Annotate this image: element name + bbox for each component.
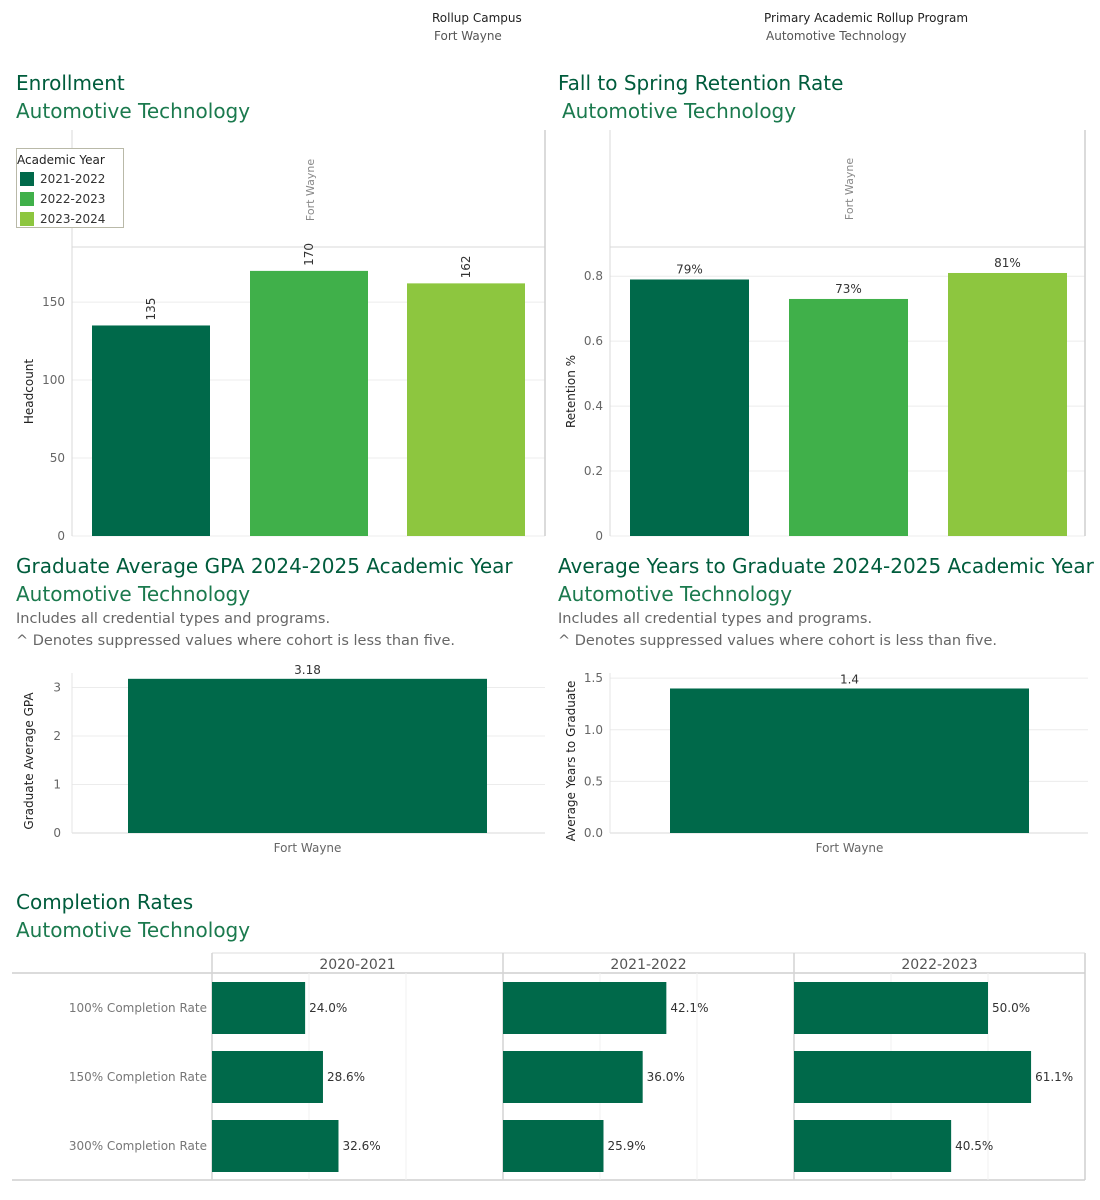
legend-title: Academic Year	[17, 153, 105, 167]
row-label: 100% Completion Rate	[69, 1001, 207, 1015]
x-tick-label: Fort Wayne	[274, 841, 342, 855]
retention-title: Fall to Spring Retention Rate	[558, 71, 844, 95]
y-tick-label: 1.0	[584, 723, 603, 737]
data-label: 32.6%	[342, 1139, 380, 1153]
y-tick-label: 0.5	[584, 774, 603, 788]
years-note-suppressed: ^ Denotes suppressed values where cohort…	[558, 633, 997, 649]
column-header: Fort Wayne	[843, 158, 856, 220]
data-label: 162	[459, 255, 473, 278]
gpa-title: Graduate Average GPA 2024-2025 Academic …	[16, 554, 513, 578]
row-label: 150% Completion Rate	[69, 1070, 207, 1084]
data-label: 40.5%	[955, 1139, 993, 1153]
data-label: 42.1%	[670, 1001, 708, 1015]
y-tick-label: 0.8	[584, 269, 603, 283]
bar-2021-2022-row1	[503, 1051, 643, 1103]
data-label: 73%	[835, 282, 862, 296]
gpa-note-credentials: Includes all credential types and progra…	[16, 611, 331, 627]
bar-Fort Wayne	[128, 678, 487, 833]
years-chart: 0.0 0.5 1.0 1.5 Average Years to Graduate 1.4…	[564, 671, 1088, 855]
data-label: 1.4	[840, 672, 859, 686]
bar-2023-2024	[948, 272, 1067, 536]
row-label: 300% Completion Rate	[69, 1139, 207, 1153]
data-label: 79%	[676, 262, 703, 276]
y-tick-label: 100	[42, 373, 65, 387]
years-title: Average Years to Graduate 2024-2025 Acad…	[558, 554, 1094, 578]
enrollment-title: Enrollment	[16, 71, 125, 95]
legend-item-label: 2023-2024	[40, 212, 106, 226]
legend-swatch	[20, 172, 34, 186]
data-label: 25.9%	[607, 1139, 645, 1153]
data-label: 170	[302, 243, 316, 266]
legend-item-2023-2024[interactable]: 2023-2024	[20, 211, 105, 227]
bar-2023-2024	[407, 283, 525, 536]
bar-2021-2022	[630, 279, 749, 536]
completion-chart: 2020-2021 24.0% 28.6% 32.6% 2021-2022 42.1% 36…	[12, 952, 1086, 1181]
y-tick-label: 1.5	[584, 671, 603, 685]
y-tick-label: 0	[57, 529, 65, 542]
data-label: 81%	[994, 256, 1021, 270]
enrollment-chart: 0 50 100 150 Fort Wayne Headcount 135 170 162	[22, 130, 546, 542]
campus-filter-label: Rollup Campus	[432, 11, 522, 25]
gpa-chart: 0 1 2 3 Graduate Average GPA 3.18 Fort Wayne	[22, 665, 545, 855]
bar-2020-2021-row1	[212, 1051, 323, 1103]
bar-2021-2022-row0	[503, 982, 667, 1034]
legend-swatch	[20, 192, 34, 206]
completion-title: Completion Rates	[16, 890, 194, 914]
retention-chart: 0 0.2 0.4 0.6 0.8 Fort Wayne Retention % 79% 73%…	[564, 130, 1086, 542]
y-tick-label: 1	[53, 778, 61, 792]
bar-2022-2023-row2	[794, 1120, 952, 1172]
bar-2022-2023	[789, 298, 908, 536]
y-tick-label: 0	[53, 826, 61, 840]
data-label: 50.0%	[992, 1001, 1030, 1015]
data-label: 28.6%	[327, 1070, 365, 1084]
panel-header: 2020-2021	[319, 957, 395, 973]
program-filter-value[interactable]: Automotive Technology	[766, 29, 907, 43]
data-label: 3.18	[294, 665, 321, 677]
academic-year-legend[interactable]: Academic Year 2021-2022 2022-2023 2023-2…	[16, 148, 124, 228]
y-tick-label: 3	[53, 681, 61, 695]
gpa-subtitle: Automotive Technology	[16, 582, 251, 606]
enrollment-subtitle: Automotive Technology	[16, 99, 251, 123]
legend-item-2021-2022[interactable]: 2021-2022	[20, 171, 105, 187]
bar-Fort Wayne	[670, 688, 1029, 833]
y-tick-label: 0.2	[584, 464, 603, 478]
retention-subtitle: Automotive Technology	[562, 99, 797, 123]
bar-2022-2023-row1	[794, 1051, 1032, 1103]
y-tick-label: 0	[595, 529, 603, 542]
campus-filter-value[interactable]: Fort Wayne	[434, 29, 502, 43]
legend-item-2022-2023[interactable]: 2022-2023	[20, 191, 105, 207]
bar-2022-2023	[250, 270, 368, 536]
panel-header: 2022-2023	[901, 957, 977, 973]
legend-swatch	[20, 212, 34, 226]
years-subtitle: Automotive Technology	[558, 582, 793, 606]
bar-2020-2021-row0	[212, 982, 306, 1034]
y-tick-label: 0.4	[584, 399, 603, 413]
y-tick-label: 50	[50, 451, 65, 465]
y-axis-label: Graduate Average GPA	[22, 692, 36, 830]
bar-2020-2021-row2	[212, 1120, 339, 1172]
legend-item-label: 2021-2022	[40, 172, 106, 186]
y-tick-label: 0.6	[584, 334, 603, 348]
bar-2021-2022	[92, 325, 210, 536]
y-tick-label: 150	[42, 295, 65, 309]
column-header: Fort Wayne	[304, 159, 317, 221]
y-axis-label: Retention %	[564, 355, 578, 428]
y-axis-label: Average Years to Graduate	[564, 681, 578, 842]
bar-2021-2022-row2	[503, 1120, 604, 1172]
legend-item-label: 2022-2023	[40, 192, 106, 206]
program-filter-label: Primary Academic Rollup Program	[764, 11, 969, 25]
y-tick-label: 0.0	[584, 826, 603, 840]
bar-2022-2023-row0	[794, 982, 988, 1034]
x-tick-label: Fort Wayne	[816, 841, 884, 855]
completion-subtitle: Automotive Technology	[16, 918, 251, 942]
panel-header: 2021-2022	[610, 957, 686, 973]
years-note-credentials: Includes all credential types and progra…	[558, 611, 873, 627]
y-axis-label: Headcount	[22, 359, 36, 425]
y-tick-label: 2	[53, 729, 61, 743]
data-label: 24.0%	[309, 1001, 347, 1015]
data-label: 135	[144, 298, 158, 321]
gpa-note-suppressed: ^ Denotes suppressed values where cohort…	[16, 633, 455, 649]
data-label: 61.1%	[1035, 1070, 1073, 1084]
data-label: 36.0%	[647, 1070, 685, 1084]
